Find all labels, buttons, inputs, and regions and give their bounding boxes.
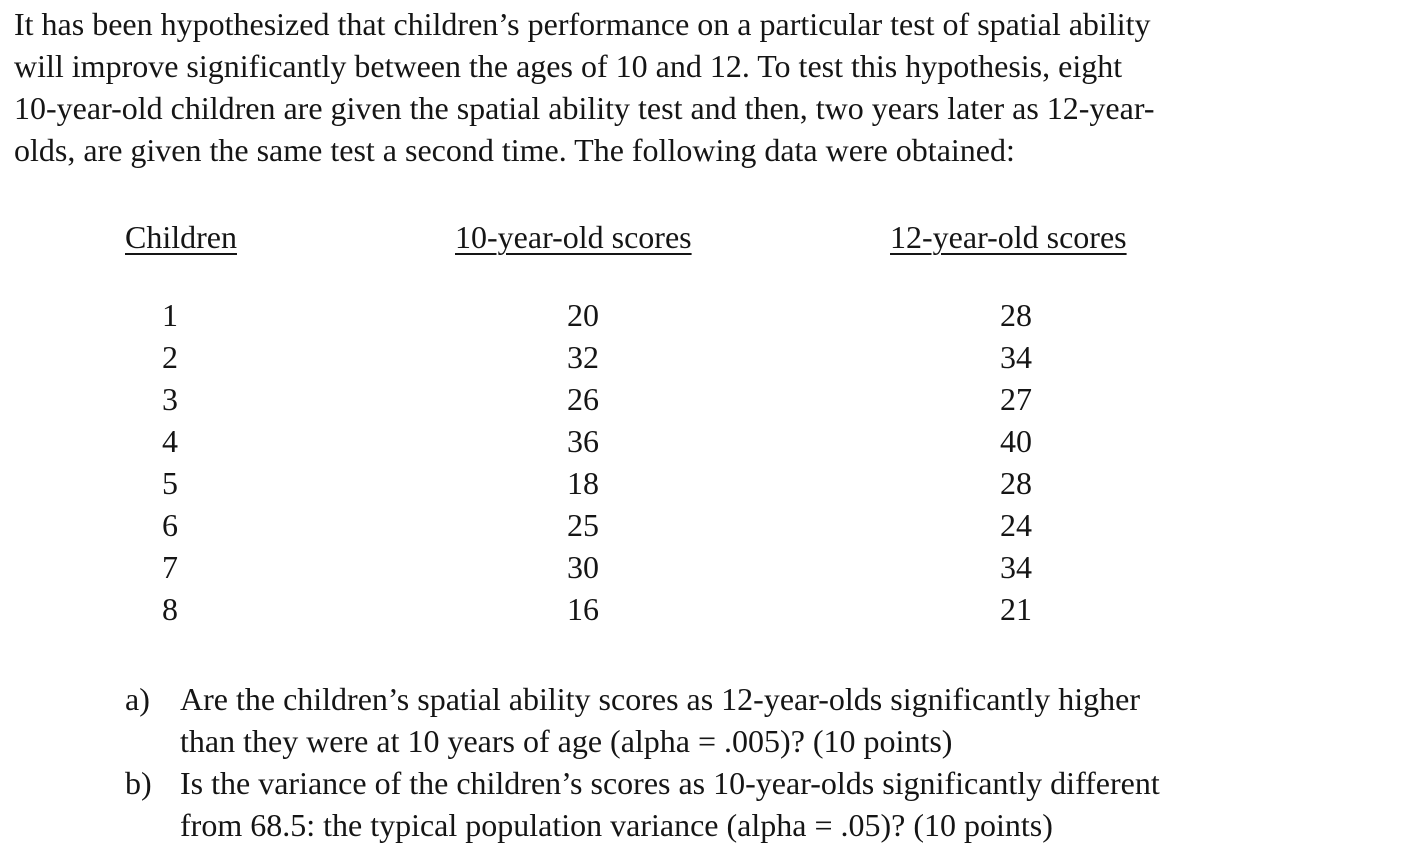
intro-line-1: It has been hypothesized that children’s… bbox=[14, 6, 1151, 42]
scores-table: Children 10-year-old scores 12-year-old … bbox=[0, 216, 1405, 630]
question-a-text: Are the children’s spatial ability score… bbox=[180, 678, 1140, 762]
question-b-line-2: from 68.5: the typical population varian… bbox=[180, 807, 1053, 843]
table-row: 1 20 28 bbox=[0, 294, 1405, 336]
cell-score-10: 25 bbox=[567, 507, 599, 543]
intro-paragraph: It has been hypothesized that children’s… bbox=[14, 3, 1155, 171]
cell-score-10: 26 bbox=[567, 381, 599, 417]
question-a-line-2: than they were at 10 years of age (alpha… bbox=[180, 723, 953, 759]
column-header-10-year-scores: 10-year-old scores bbox=[455, 219, 692, 255]
cell-child-number: 5 bbox=[162, 465, 178, 501]
cell-score-10: 18 bbox=[567, 465, 599, 501]
table-row: 2 32 34 bbox=[0, 336, 1405, 378]
cell-child-number: 6 bbox=[162, 507, 178, 543]
question-b-text: Is the variance of the children’s scores… bbox=[180, 762, 1160, 846]
cell-score-12: 28 bbox=[1000, 465, 1032, 501]
cell-child-number: 4 bbox=[162, 423, 178, 459]
cell-score-10: 36 bbox=[567, 423, 599, 459]
question-b-label: b) bbox=[125, 765, 152, 801]
cell-score-12: 34 bbox=[1000, 339, 1032, 375]
table-row: 6 25 24 bbox=[0, 504, 1405, 546]
intro-line-3: 10-year-old children are given the spati… bbox=[14, 90, 1155, 126]
cell-score-12: 34 bbox=[1000, 549, 1032, 585]
table-row: 7 30 34 bbox=[0, 546, 1405, 588]
cell-score-12: 27 bbox=[1000, 381, 1032, 417]
cell-child-number: 1 bbox=[162, 297, 178, 333]
table-row: 5 18 28 bbox=[0, 462, 1405, 504]
cell-child-number: 8 bbox=[162, 591, 178, 627]
question-a-line-1: Are the children’s spatial ability score… bbox=[180, 681, 1140, 717]
cell-child-number: 7 bbox=[162, 549, 178, 585]
cell-score-10: 16 bbox=[567, 591, 599, 627]
column-header-children: Children bbox=[125, 219, 237, 255]
cell-score-10: 20 bbox=[567, 297, 599, 333]
cell-score-12: 28 bbox=[1000, 297, 1032, 333]
cell-score-10: 32 bbox=[567, 339, 599, 375]
table-header-row: Children 10-year-old scores 12-year-old … bbox=[0, 216, 1405, 258]
table-body: 1 20 28 2 32 34 3 26 27 4 36 40 5 18 bbox=[0, 294, 1405, 630]
intro-line-4: olds, are given the same test a second t… bbox=[14, 132, 1015, 168]
cell-score-12: 40 bbox=[1000, 423, 1032, 459]
column-header-12-year-scores: 12-year-old scores bbox=[890, 219, 1127, 255]
question-b: b) Is the variance of the children’s sco… bbox=[125, 762, 1160, 846]
cell-score-12: 24 bbox=[1000, 507, 1032, 543]
cell-child-number: 3 bbox=[162, 381, 178, 417]
cell-score-10: 30 bbox=[567, 549, 599, 585]
question-a: a) Are the children’s spatial ability sc… bbox=[125, 678, 1160, 762]
table-row: 4 36 40 bbox=[0, 420, 1405, 462]
question-b-line-1: Is the variance of the children’s scores… bbox=[180, 765, 1160, 801]
table-row: 3 26 27 bbox=[0, 378, 1405, 420]
intro-line-2: will improve significantly between the a… bbox=[14, 48, 1123, 84]
cell-score-12: 21 bbox=[1000, 591, 1032, 627]
cell-child-number: 2 bbox=[162, 339, 178, 375]
question-a-label: a) bbox=[125, 681, 150, 717]
table-row: 8 16 21 bbox=[0, 588, 1405, 630]
questions-list: a) Are the children’s spatial ability sc… bbox=[125, 678, 1160, 846]
